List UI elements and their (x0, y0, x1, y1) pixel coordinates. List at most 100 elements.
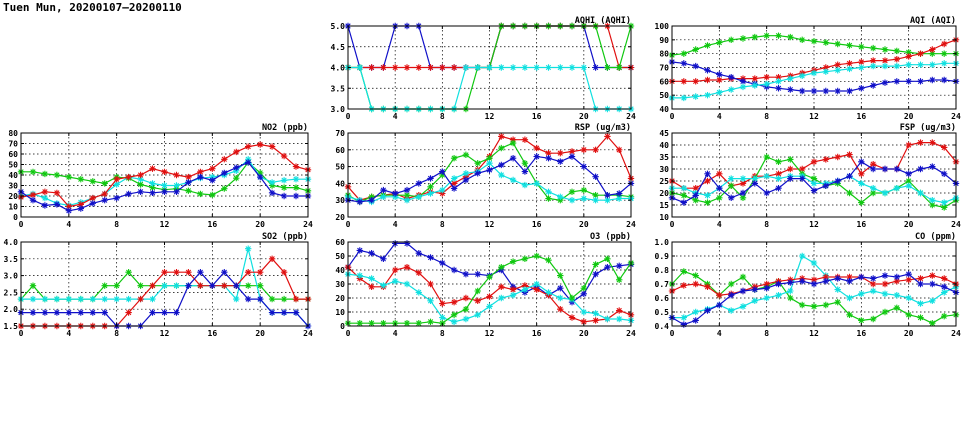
data-point (368, 193, 375, 200)
data-point (415, 320, 422, 327)
data-point (392, 64, 399, 71)
data-point (149, 189, 156, 196)
data-point (787, 294, 794, 302)
chart-aqhi: 0 4 8 12 16 20 24 3.0 3.5 4.0 4.5 5.0 AQHI (AQHI) (331, 16, 636, 121)
data-point (545, 289, 552, 296)
data-point (716, 292, 723, 299)
data-point (787, 279, 794, 286)
chart-title: CO (ppm) (915, 232, 956, 242)
data-point (834, 40, 841, 48)
data-point (450, 175, 458, 182)
data-point (125, 309, 132, 316)
data-point (101, 180, 108, 187)
data-point (846, 151, 853, 158)
data-point (185, 179, 192, 186)
data-point (751, 75, 758, 82)
data-point (822, 301, 829, 309)
data-point (739, 175, 747, 182)
data-point (881, 79, 889, 86)
data-point (941, 204, 948, 211)
data-point (415, 250, 422, 257)
data-point (427, 280, 434, 288)
data-point (77, 309, 84, 316)
data-point (905, 78, 912, 85)
data-point (787, 156, 794, 163)
x-tick-label: 4 (393, 220, 398, 229)
x-tick-label: 8 (440, 329, 445, 338)
data-point (810, 158, 818, 165)
data-point (846, 42, 853, 49)
data-point (29, 295, 37, 303)
data-point (403, 320, 411, 327)
data-point (822, 156, 829, 163)
data-point (716, 185, 723, 192)
data-point (858, 85, 865, 92)
data-point (89, 194, 96, 202)
x-tick-label: 0 (19, 329, 24, 338)
data-point (858, 290, 865, 297)
y-tick-label: 50 (335, 252, 345, 261)
data-point (893, 292, 900, 299)
data-point (834, 299, 841, 306)
data-point (161, 168, 168, 175)
data-point (101, 282, 108, 289)
data-point (810, 276, 818, 283)
y-tick-label: 50 (335, 163, 345, 172)
data-point (415, 289, 422, 296)
data-point (834, 177, 841, 185)
data-point (557, 285, 564, 292)
data-point (29, 282, 37, 289)
data-point (509, 176, 517, 184)
data-point (680, 199, 687, 206)
chart-title: SO2 (ppb) (262, 232, 308, 242)
data-point (533, 180, 540, 187)
data-point (450, 266, 458, 274)
data-point (65, 173, 72, 181)
data-point (846, 65, 853, 73)
data-point (592, 317, 599, 324)
data-point (173, 171, 180, 179)
data-point (137, 181, 144, 188)
data-point (509, 155, 517, 162)
x-tick-label: 8 (440, 112, 445, 121)
data-point (917, 300, 924, 307)
data-point (427, 190, 434, 197)
data-point (41, 309, 49, 316)
data-point (763, 80, 770, 88)
data-point (533, 286, 540, 293)
x-tick-label: 4 (717, 112, 722, 121)
data-point (89, 309, 96, 316)
data-point (822, 278, 829, 285)
data-point (209, 165, 216, 172)
data-point (521, 181, 529, 189)
data-point (125, 173, 132, 181)
data-point (280, 309, 288, 316)
data-point (881, 290, 889, 297)
data-point (704, 67, 711, 74)
data-point (486, 64, 493, 71)
data-point (137, 295, 144, 303)
data-point (893, 62, 900, 70)
data-point (692, 308, 699, 316)
x-tick-label: 12 (809, 220, 819, 229)
data-point (941, 40, 948, 48)
chart-co: 0 4 8 12 16 20 24 0.4 0.5 0.6 0.7 0.8 0.9 1.0 CO (ppm) (655, 232, 961, 338)
data-point (881, 62, 889, 70)
x-tick-label: 4 (66, 329, 71, 338)
y-tick-label: 40 (335, 266, 345, 275)
data-point (65, 207, 72, 214)
x-tick-label: 24 (626, 220, 636, 229)
data-point (604, 255, 611, 262)
x-tick-label: 24 (951, 329, 961, 338)
x-tick-label: 20 (904, 112, 914, 121)
y-tick-label: 20 (335, 213, 345, 222)
data-point (680, 94, 687, 102)
data-point (113, 295, 120, 303)
data-point (427, 318, 434, 325)
data-point (462, 176, 470, 184)
data-point (929, 76, 936, 84)
data-point (89, 200, 96, 207)
data-point (692, 280, 699, 288)
data-point (368, 197, 375, 204)
